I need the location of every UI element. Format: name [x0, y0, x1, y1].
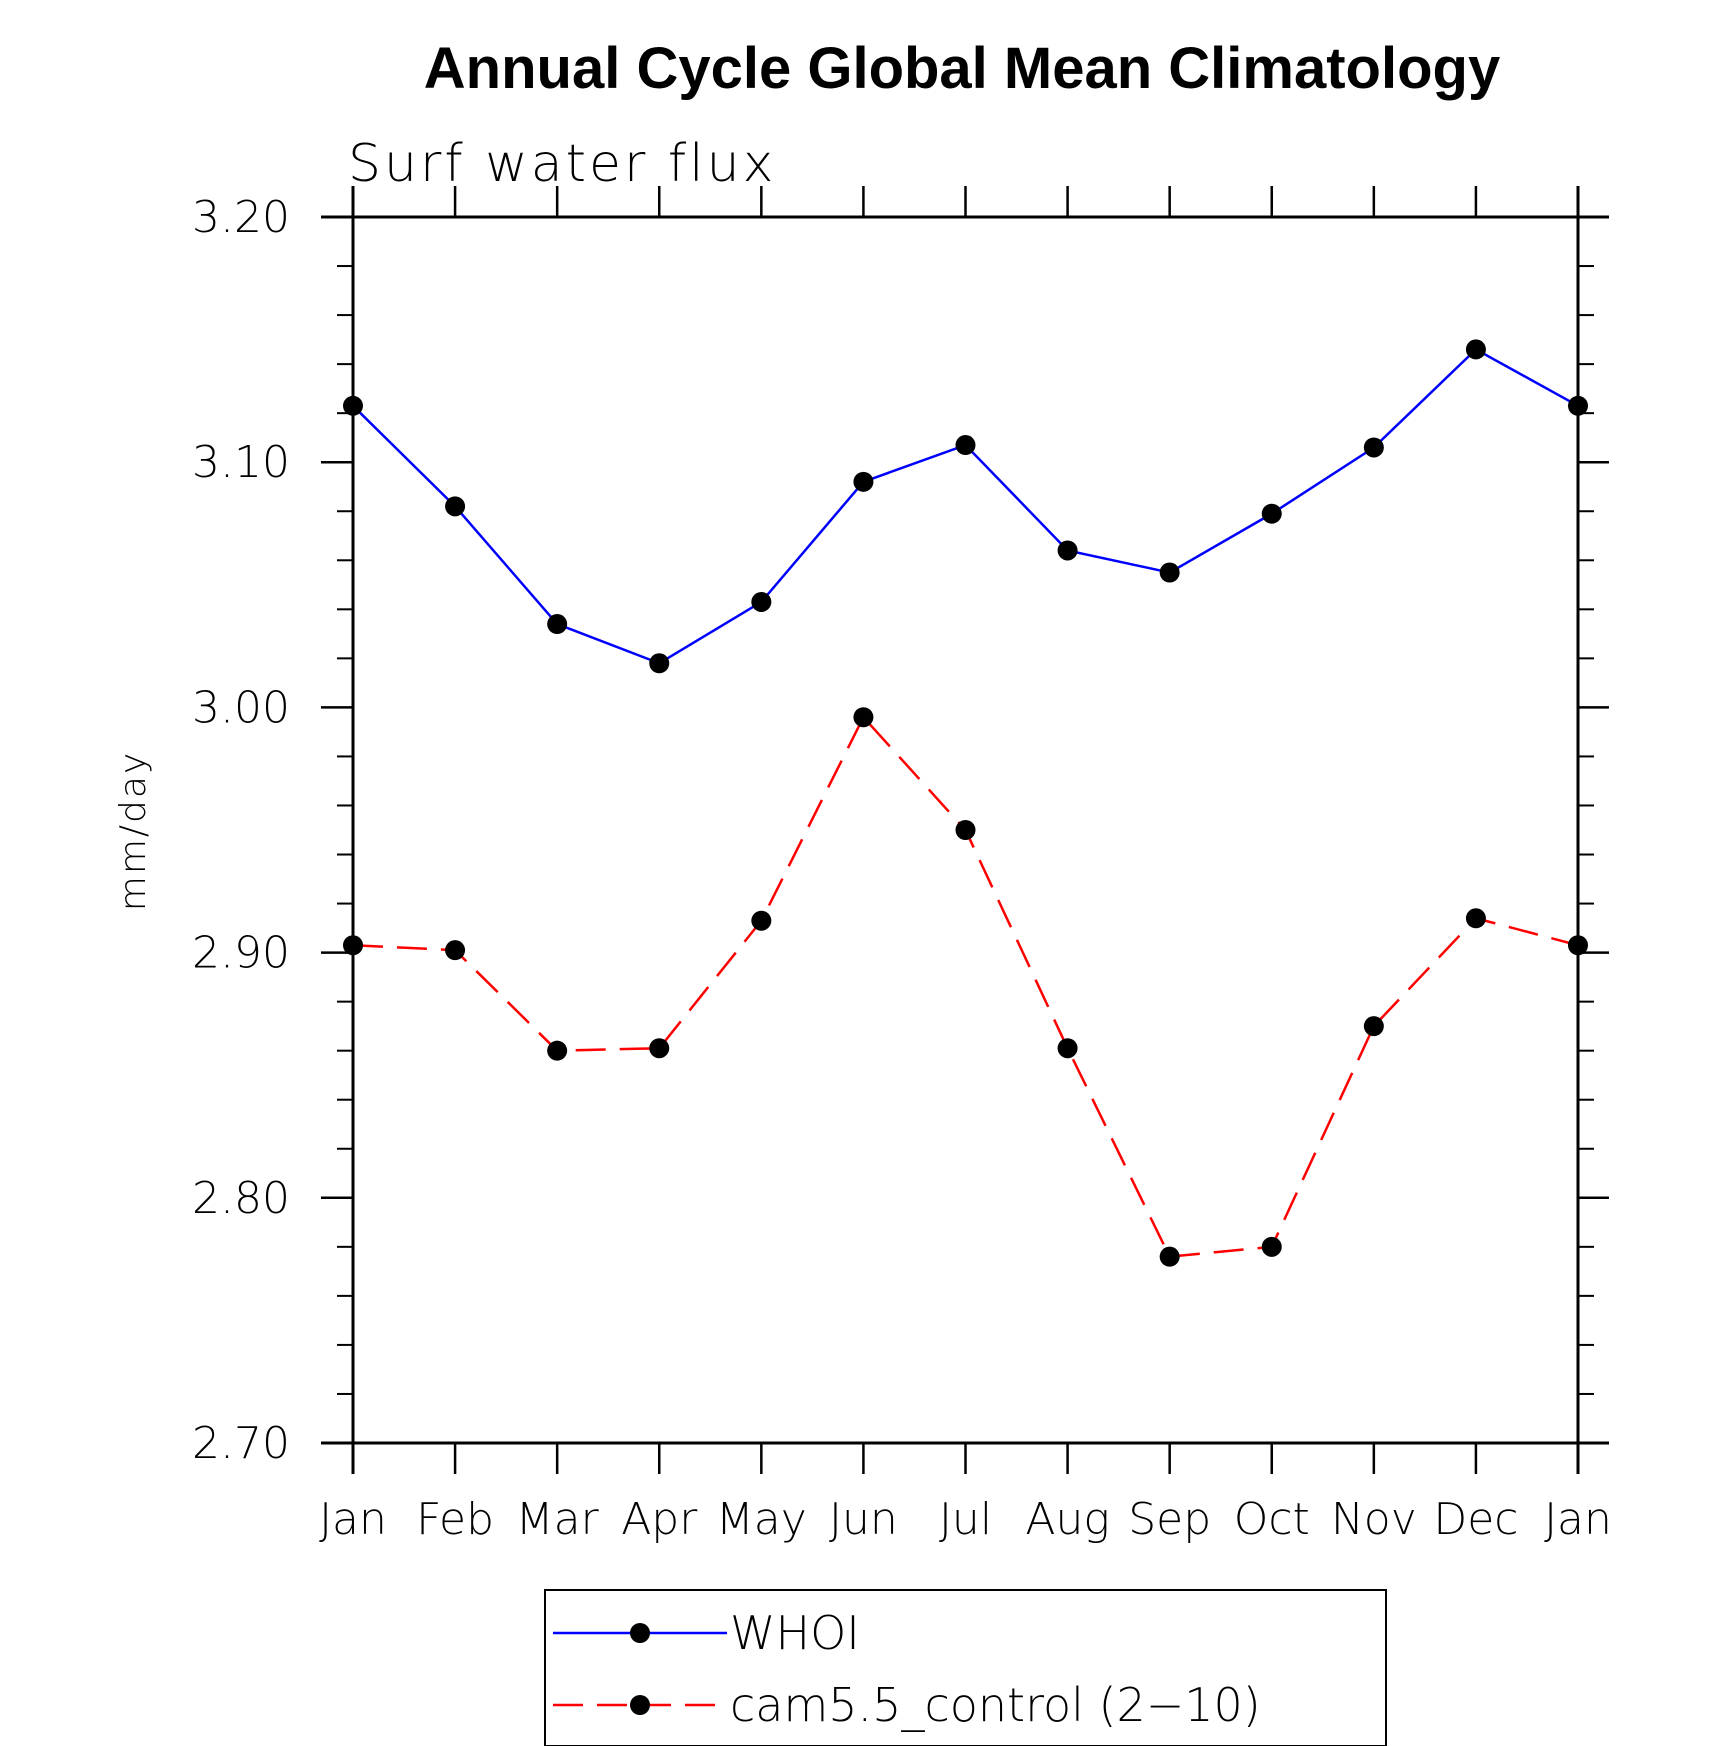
series-line	[352, 347, 1579, 665]
legend-label: WHOI	[730, 1606, 860, 1660]
data-point	[1465, 908, 1486, 929]
data-point	[1057, 540, 1078, 561]
x-tick-label: Mar	[516, 1494, 600, 1545]
data-point	[343, 395, 363, 416]
chart-subtitle: Surf water flux	[348, 134, 776, 194]
data-point	[649, 1038, 670, 1059]
legend: WHOI cam5.5_control (2−10)	[544, 1589, 1387, 1746]
legend-box	[544, 1589, 1387, 1746]
data-point	[1261, 1236, 1282, 1257]
x-tick-label: Nov	[1331, 1494, 1417, 1545]
y-tick-label: 2.80	[192, 1173, 290, 1224]
x-tick-label: Jan	[319, 1494, 387, 1545]
x-tick-label: Jan	[1544, 1494, 1612, 1545]
data-point	[1465, 339, 1486, 360]
y-ticks: 2.70 2.80 2.90 3.00 3.10 3.20	[192, 192, 1609, 1469]
legend-label: cam5.5_control (2−10)	[730, 1678, 1261, 1732]
y-tick-label: 3.20	[192, 192, 290, 243]
x-tick-label: May	[716, 1494, 807, 1545]
chart-title: Annual Cycle Global Mean Climatology	[424, 36, 1500, 101]
data-point	[853, 471, 874, 492]
legend-marker	[630, 1623, 650, 1643]
x-tick-label: Feb	[416, 1494, 494, 1545]
data-point	[1363, 437, 1384, 458]
x-tick-label: Sep	[1128, 1494, 1211, 1545]
data-point	[649, 653, 670, 674]
x-tick-label: Jun	[829, 1494, 898, 1545]
y-tick-label: 3.00	[192, 682, 290, 733]
y-axis-label: mm/day	[113, 751, 154, 911]
series-layer	[343, 339, 1588, 1267]
data-point	[1057, 1038, 1078, 1059]
x-ticks: Jan Feb Mar Apr May Jun Jul Aug Sep Oct Nov Dec Jan	[319, 186, 1612, 1545]
legend-items: WHOI cam5.5_control (2−10)	[553, 1606, 1261, 1732]
series-line	[352, 715, 1579, 1258]
y-tick-label: 2.90	[192, 928, 290, 979]
y-tick-label: 3.10	[192, 437, 290, 488]
data-point	[751, 910, 772, 931]
data-point	[1363, 1016, 1384, 1037]
data-point	[445, 496, 466, 517]
data-point	[751, 591, 772, 612]
data-point	[1568, 935, 1588, 956]
x-tick-label: Aug	[1025, 1494, 1109, 1545]
data-point	[955, 820, 976, 840]
x-tick-label: Dec	[1433, 1494, 1518, 1545]
x-tick-label: Jul	[939, 1494, 992, 1545]
x-tick-label: Oct	[1234, 1494, 1310, 1545]
data-point	[547, 614, 568, 635]
data-point	[1159, 1246, 1180, 1267]
x-tick-label: Apr	[621, 1494, 698, 1545]
data-point	[1261, 503, 1282, 524]
y-tick-label: 2.70	[192, 1418, 290, 1469]
data-point	[547, 1040, 568, 1061]
legend-marker	[630, 1695, 650, 1715]
data-point	[343, 935, 363, 956]
data-point	[853, 707, 874, 728]
data-point	[955, 435, 976, 456]
data-point	[1159, 562, 1180, 583]
data-point	[445, 940, 466, 961]
data-point	[1568, 395, 1588, 416]
